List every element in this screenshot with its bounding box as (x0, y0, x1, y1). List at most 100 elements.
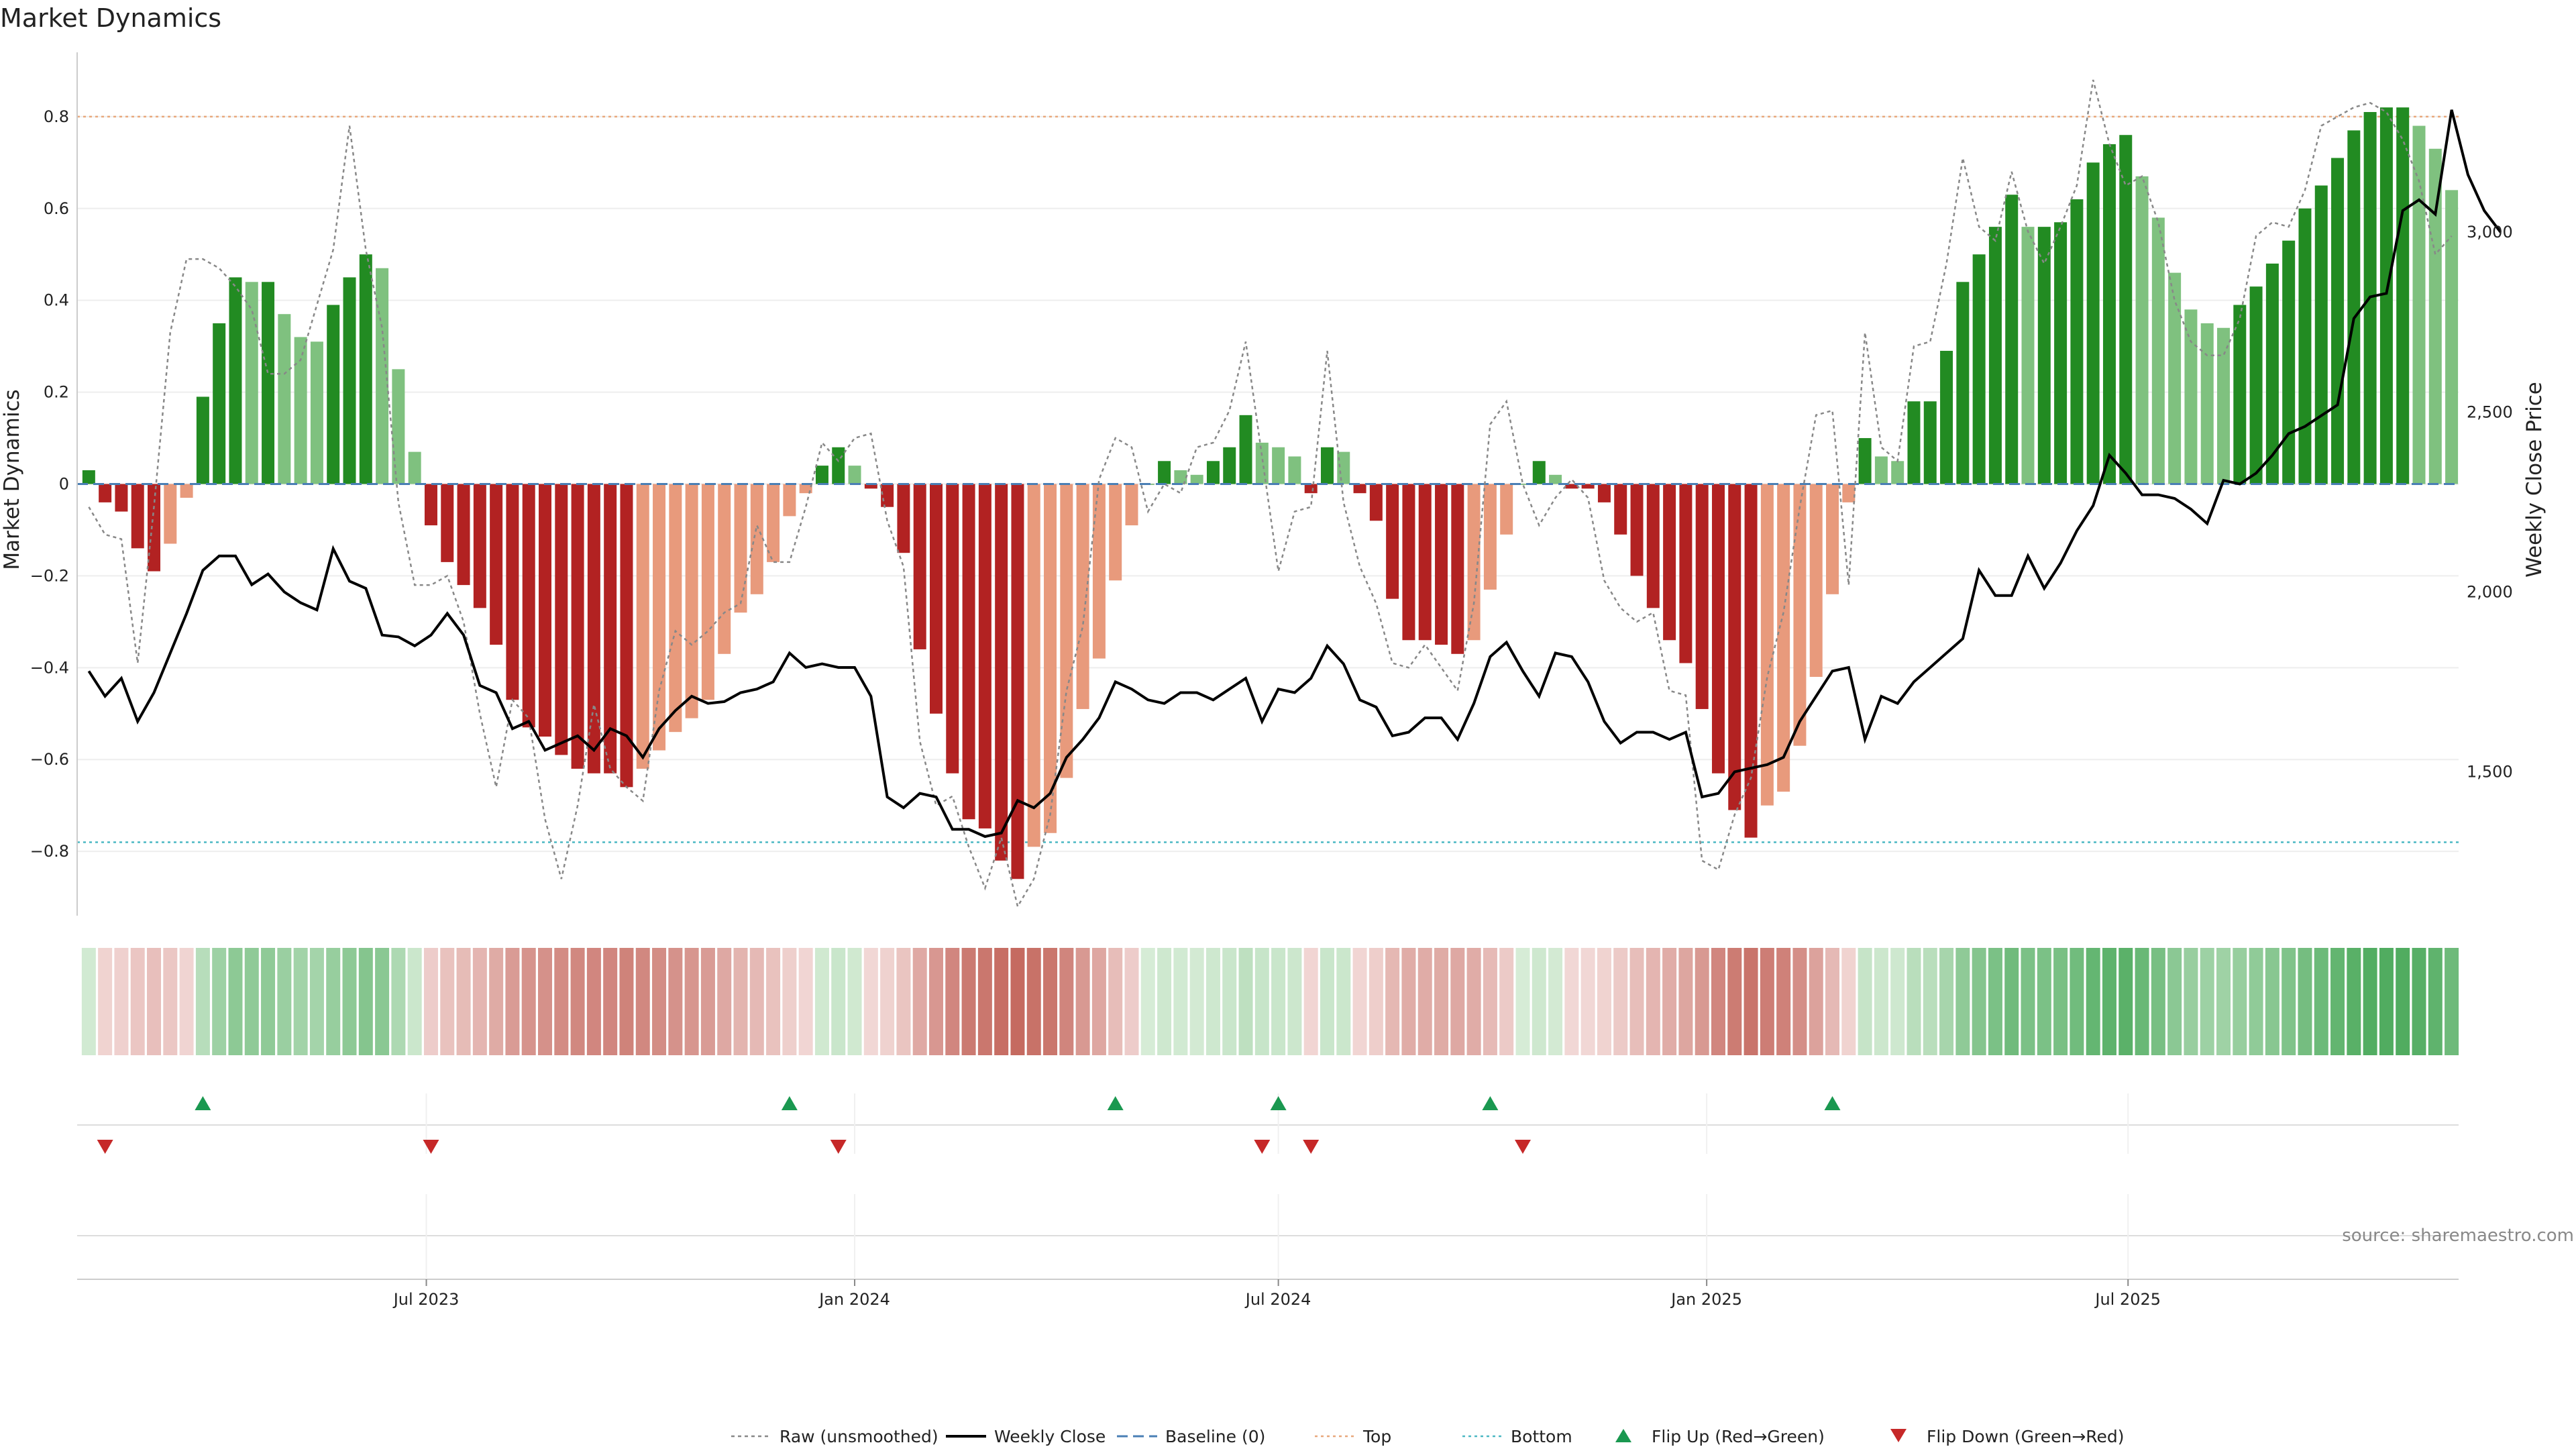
bar-week-89 (1532, 461, 1546, 484)
bar-week-49 (881, 484, 894, 507)
heat-cell-85 (1466, 948, 1481, 1055)
legend-symbol-6 (1890, 1429, 1907, 1442)
bar-week-121 (2054, 222, 2068, 484)
bar-week-133 (2249, 286, 2263, 484)
heat-cell-128 (2167, 948, 2182, 1055)
heat-cell-10 (244, 948, 259, 1055)
heat-cell-117 (1988, 948, 2002, 1055)
bar-week-43 (783, 484, 796, 517)
x-tick-label-4: Jul 2025 (2094, 1290, 2161, 1309)
bar-week-30 (571, 484, 584, 769)
bar-week-22 (441, 484, 454, 562)
bar-week-103 (1760, 484, 1774, 806)
bar-week-57 (1011, 484, 1024, 879)
bar-week-111 (1891, 461, 1904, 484)
bar-week-136 (2298, 208, 2312, 484)
bar-week-106 (1809, 484, 1823, 678)
flip-up-marker-1 (781, 1096, 798, 1110)
heat-cell-105 (1792, 948, 1807, 1055)
heat-cell-61 (1075, 948, 1090, 1055)
bar-week-70 (1223, 447, 1236, 484)
bar-week-35 (653, 484, 666, 751)
flip-down-marker-5 (1514, 1140, 1531, 1154)
heat-cell-39 (717, 948, 732, 1055)
bar-week-6 (180, 484, 193, 498)
heat-cell-92 (1580, 948, 1595, 1055)
bar-week-17 (359, 254, 372, 484)
bar-week-92 (1581, 484, 1595, 489)
heat-cell-28 (538, 948, 553, 1055)
bar-week-108 (1842, 484, 1856, 502)
bar-week-3 (131, 484, 144, 549)
heat-cell-20 (407, 948, 422, 1055)
bar-week-39 (718, 484, 731, 654)
heat-cell-145 (2445, 948, 2459, 1055)
heat-cell-56 (994, 948, 1009, 1055)
bar-week-68 (1190, 474, 1203, 484)
y-tick-label-7: 0.6 (44, 199, 69, 218)
heat-cell-68 (1189, 948, 1204, 1055)
heat-cell-38 (700, 948, 715, 1055)
heat-cell-59 (1043, 948, 1058, 1055)
bar-week-94 (1614, 484, 1627, 535)
bar-week-38 (701, 484, 714, 700)
bar-week-52 (929, 484, 943, 714)
bar-week-112 (1907, 401, 1921, 484)
bar-week-8 (213, 323, 226, 484)
heat-cell-16 (342, 948, 357, 1055)
heat-cell-34 (635, 948, 650, 1055)
x-tick-label-1: Jan 2024 (818, 1290, 890, 1309)
bar-week-37 (685, 484, 698, 718)
legend-label-6: Flip Down (Green→Red) (1927, 1427, 2125, 1446)
heat-cell-2 (114, 948, 129, 1055)
bar-week-7 (196, 396, 209, 484)
bar-week-82 (1418, 484, 1432, 641)
heat-cell-37 (684, 948, 699, 1055)
heat-cell-81 (1401, 948, 1416, 1055)
flip-up-marker-4 (1482, 1096, 1499, 1110)
bar-week-86 (1483, 484, 1497, 590)
heat-cell-134 (2265, 948, 2279, 1055)
heat-cell-18 (375, 948, 390, 1055)
bar-week-85 (1467, 484, 1481, 641)
bar-week-122 (2070, 199, 2084, 484)
bar-week-36 (669, 484, 682, 733)
bar-week-128 (2168, 272, 2182, 484)
y2-tick-label-3: 3,000 (2467, 223, 2513, 241)
heat-cell-43 (782, 948, 797, 1055)
heat-cell-122 (2070, 948, 2084, 1055)
y-tick-label-1: −0.6 (30, 750, 69, 769)
y-tick-label-2: −0.4 (30, 658, 69, 677)
bar-week-99 (1695, 484, 1709, 709)
bar-week-18 (376, 268, 389, 484)
heat-cell-15 (326, 948, 341, 1055)
bar-week-95 (1630, 484, 1644, 576)
heat-cell-69 (1205, 948, 1220, 1055)
bar-week-21 (424, 484, 437, 526)
bar-week-120 (2037, 227, 2051, 484)
bar-week-13 (294, 337, 307, 484)
heat-cell-3 (130, 948, 145, 1055)
heat-cell-73 (1271, 948, 1286, 1055)
heat-cell-71 (1238, 948, 1253, 1055)
bar-week-15 (327, 305, 340, 484)
heat-cell-124 (2102, 948, 2116, 1055)
heat-cell-95 (1629, 948, 1644, 1055)
heat-cell-86 (1483, 948, 1497, 1055)
heat-cell-111 (1890, 948, 1905, 1055)
bar-week-54 (962, 484, 975, 820)
bar-week-73 (1272, 447, 1285, 484)
heat-cell-115 (1955, 948, 1970, 1055)
heat-cell-58 (1026, 948, 1041, 1055)
heat-cell-19 (391, 948, 406, 1055)
y2-axis-title: Weekly Close Price (2522, 382, 2546, 578)
bar-week-138 (2331, 158, 2345, 484)
heat-cell-67 (1173, 948, 1188, 1055)
legend-label-3: Top (1362, 1427, 1391, 1446)
flip-down-marker-4 (1303, 1140, 1320, 1154)
heat-cell-7 (195, 948, 210, 1055)
bar-week-118 (2005, 195, 2019, 484)
y2-tick-label-1: 2,000 (2467, 582, 2513, 601)
heat-cell-42 (766, 948, 781, 1055)
heat-cell-30 (570, 948, 585, 1055)
